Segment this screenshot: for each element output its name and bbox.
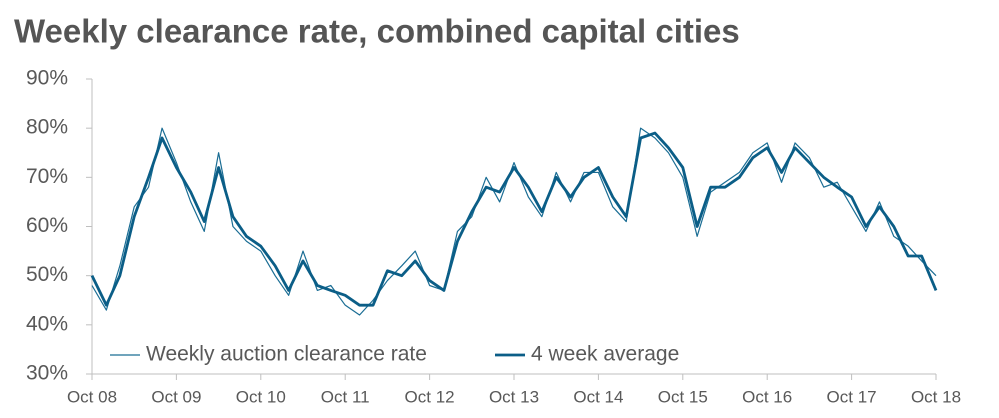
x-tick-label: Oct 10	[236, 387, 286, 406]
x-tick-label: Oct 15	[658, 387, 708, 406]
y-tick-label: 70%	[26, 165, 68, 188]
x-tick-label: Oct 14	[573, 387, 623, 406]
x-tick-label: Oct 12	[405, 387, 455, 406]
legend-label: 4 week average	[531, 343, 679, 366]
y-tick-label: 50%	[26, 263, 68, 286]
y-tick-label: 40%	[26, 312, 68, 335]
x-tick-label: Oct 18	[911, 387, 961, 406]
y-tick-label: 60%	[26, 214, 68, 237]
y-tick-label: 80%	[26, 116, 68, 139]
x-tick-label: Oct 11	[321, 387, 370, 406]
legend-label: Weekly auction clearance rate	[146, 343, 427, 366]
y-tick-label: 90%	[26, 67, 68, 90]
chart-title: Weekly clearance rate, combined capital …	[14, 13, 740, 50]
series-line	[90, 131, 938, 307]
x-tick-label: Oct 17	[827, 387, 877, 406]
x-tick-label: Oct 16	[742, 387, 792, 406]
x-tick-label: Oct 09	[151, 387, 201, 406]
series-line	[91, 127, 937, 316]
x-tick-label: Oct 13	[489, 387, 539, 406]
y-tick-label: 30%	[26, 362, 68, 385]
x-tick-label: Oct 08	[67, 387, 117, 406]
